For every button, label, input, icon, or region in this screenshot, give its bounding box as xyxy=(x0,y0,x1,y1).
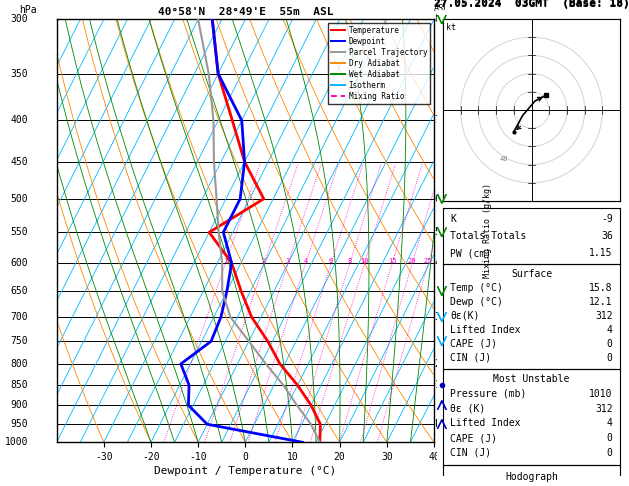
Text: Totals Totals: Totals Totals xyxy=(450,231,526,241)
Text: 8: 8 xyxy=(435,15,441,24)
Text: 750: 750 xyxy=(11,336,28,346)
Text: θε(K): θε(K) xyxy=(450,311,480,321)
Text: 8: 8 xyxy=(347,258,352,264)
Text: 1: 1 xyxy=(223,258,227,264)
Text: 27.05.2024  03GMT  (Base: 18): 27.05.2024 03GMT (Base: 18) xyxy=(433,0,629,9)
Text: CIN (J): CIN (J) xyxy=(450,448,491,458)
X-axis label: Dewpoint / Temperature (°C): Dewpoint / Temperature (°C) xyxy=(154,466,337,476)
Text: 15.8: 15.8 xyxy=(589,283,613,293)
Text: 1: 1 xyxy=(435,380,441,390)
Text: 950: 950 xyxy=(11,419,28,429)
Text: 10: 10 xyxy=(360,258,369,264)
Text: 0: 0 xyxy=(607,339,613,349)
Text: 850: 850 xyxy=(11,380,28,390)
Text: CAPE (J): CAPE (J) xyxy=(450,339,498,349)
Text: Pressure (mb): Pressure (mb) xyxy=(450,389,526,399)
Text: 2: 2 xyxy=(435,359,441,369)
Legend: Temperature, Dewpoint, Parcel Trajectory, Dry Adiabat, Wet Adiabat, Isotherm, Mi: Temperature, Dewpoint, Parcel Trajectory… xyxy=(328,23,430,104)
Text: Hodograph: Hodograph xyxy=(505,472,558,482)
Text: Dewp (°C): Dewp (°C) xyxy=(450,297,503,307)
Text: LCL: LCL xyxy=(435,419,452,429)
Text: PW (cm): PW (cm) xyxy=(450,248,491,259)
Text: 7: 7 xyxy=(435,116,441,125)
Text: 27.05.2024  03GMT  (Base: 18): 27.05.2024 03GMT (Base: 18) xyxy=(433,0,629,8)
Text: 312: 312 xyxy=(595,311,613,321)
Text: 5: 5 xyxy=(435,227,441,237)
Text: Mixing Ratio (g/kg): Mixing Ratio (g/kg) xyxy=(483,183,492,278)
Text: 3: 3 xyxy=(435,312,441,322)
Text: 312: 312 xyxy=(595,404,613,414)
Text: hPa: hPa xyxy=(19,5,37,15)
Text: 0: 0 xyxy=(607,448,613,458)
Text: 700: 700 xyxy=(11,312,28,322)
Title: 40°58'N  28°49'E  55m  ASL: 40°58'N 28°49'E 55m ASL xyxy=(157,7,333,17)
Text: 1000: 1000 xyxy=(5,437,28,447)
Text: 4: 4 xyxy=(435,258,441,268)
Text: θε (K): θε (K) xyxy=(450,404,486,414)
Text: 350: 350 xyxy=(11,69,28,79)
Text: 800: 800 xyxy=(11,359,28,369)
Text: 3: 3 xyxy=(286,258,290,264)
Text: 500: 500 xyxy=(11,194,28,204)
Text: Lifted Index: Lifted Index xyxy=(450,418,521,429)
Text: 0: 0 xyxy=(607,353,613,363)
Text: CIN (J): CIN (J) xyxy=(450,353,491,363)
Text: 400: 400 xyxy=(11,116,28,125)
Text: kt: kt xyxy=(447,23,457,32)
Text: 4: 4 xyxy=(607,325,613,335)
Text: 25: 25 xyxy=(424,258,432,264)
Text: 4: 4 xyxy=(303,258,308,264)
Text: CAPE (J): CAPE (J) xyxy=(450,433,498,443)
Text: Lifted Index: Lifted Index xyxy=(450,325,521,335)
Text: Temp (°C): Temp (°C) xyxy=(450,283,503,293)
Text: 0: 0 xyxy=(607,433,613,443)
Text: Surface: Surface xyxy=(511,269,552,279)
Text: 300: 300 xyxy=(11,15,28,24)
Text: -9: -9 xyxy=(601,213,613,224)
Text: 600: 600 xyxy=(11,258,28,268)
Text: km
ASL: km ASL xyxy=(434,0,449,13)
Text: 36: 36 xyxy=(601,231,613,241)
Text: 6: 6 xyxy=(329,258,333,264)
Text: 450: 450 xyxy=(11,157,28,167)
Text: 1010: 1010 xyxy=(589,389,613,399)
Text: 12.1: 12.1 xyxy=(589,297,613,307)
Text: 15: 15 xyxy=(387,258,396,264)
Text: 650: 650 xyxy=(11,286,28,296)
Text: 2: 2 xyxy=(262,258,266,264)
Text: 550: 550 xyxy=(11,227,28,237)
Text: 20: 20 xyxy=(408,258,416,264)
Text: 6: 6 xyxy=(435,194,441,204)
Text: K: K xyxy=(450,213,456,224)
Text: 40: 40 xyxy=(499,156,508,162)
Text: 1.15: 1.15 xyxy=(589,248,613,259)
Text: Most Unstable: Most Unstable xyxy=(493,374,570,384)
Text: 4: 4 xyxy=(607,418,613,429)
Text: 900: 900 xyxy=(11,400,28,410)
